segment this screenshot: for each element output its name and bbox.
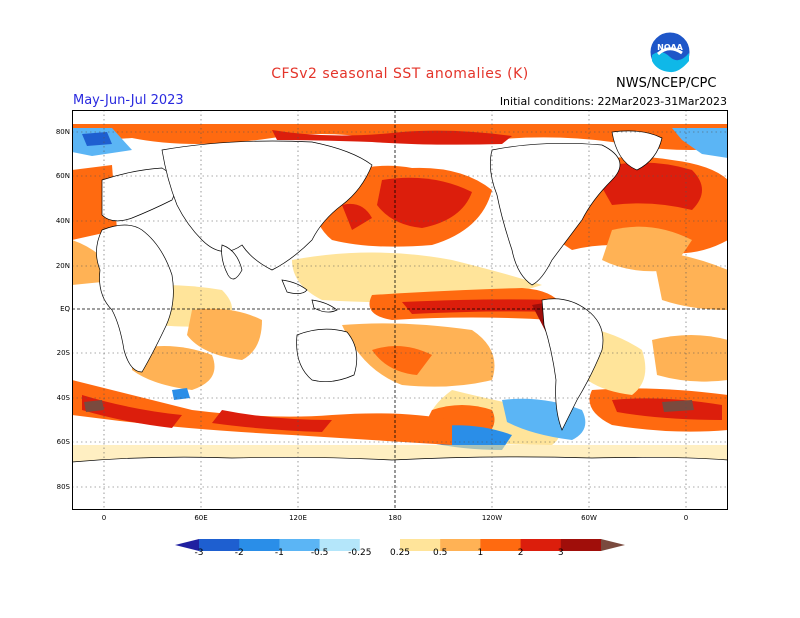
lat-label-20s: 20S: [56, 349, 70, 357]
colorbar-arrow-high: [601, 539, 625, 551]
lon-label-0: 0: [101, 514, 107, 522]
colorbar-tick-label: -2: [234, 548, 244, 558]
lat-label-eq: EQ: [60, 305, 70, 313]
lat-label-40n: 40N: [55, 217, 70, 225]
colorbar: [175, 536, 625, 551]
lat-label-20n: 20N: [55, 262, 70, 270]
colorbar-segment: [239, 539, 280, 551]
lon-label-60e: 60E: [194, 514, 208, 522]
lon-label-60w: 60W: [581, 514, 597, 522]
season-label: May-Jun-Jul 2023: [73, 93, 184, 108]
colorbar-tick-label: -3: [194, 548, 204, 558]
colorbar-segment: [319, 539, 361, 551]
colorbar-tick-label: 1: [477, 548, 484, 558]
colorbar-tick-label: 2: [517, 548, 524, 558]
agency-label: NWS/NCEP/CPC: [616, 76, 717, 91]
noaa-logo: NOAA: [649, 31, 691, 73]
lat-label-40s: 40S: [56, 394, 70, 402]
colorbar-tick-label: -0.5: [310, 548, 329, 558]
anomaly-field: [72, 124, 728, 462]
map-frame: [72, 110, 728, 510]
grid-lines: [72, 110, 728, 510]
colorbar-tick-label: 0.25: [389, 548, 411, 558]
lon-label-0-east: 0: [683, 514, 689, 522]
svg-text:NOAA: NOAA: [657, 43, 683, 52]
colorbar-arrow-low: [175, 539, 199, 551]
lon-label-120w: 120W: [481, 514, 503, 522]
lat-label-80s: 80S: [56, 483, 70, 491]
colorbar-segment: [359, 539, 401, 551]
lat-label-60n: 60N: [55, 172, 70, 180]
map-title: CFSv2 seasonal SST anomalies (K): [271, 66, 529, 82]
colorbar-segment: [520, 539, 562, 551]
equator-dateline: [72, 110, 728, 510]
colorbar-svg: [175, 539, 625, 551]
initial-conditions-label: Initial conditions: 22Mar2023-31Mar2023: [499, 95, 727, 108]
lat-label-60s: 60S: [56, 438, 70, 446]
colorbar-segment: [440, 539, 481, 551]
colorbar-tick-label: 0.5: [433, 548, 448, 558]
colorbar-segment: [480, 539, 522, 551]
land-masses: [72, 130, 728, 510]
colorbar-segment: [400, 539, 441, 551]
colorbar-tick-label: 3: [557, 548, 564, 558]
colorbar-tick-label: -1: [274, 548, 284, 558]
lon-label-120e: 120E: [289, 514, 307, 522]
colorbar-segment: [199, 539, 240, 551]
lon-label-180: 180: [388, 514, 402, 522]
colorbar-segment: [560, 539, 602, 551]
map-canvas: [72, 110, 728, 510]
colorbar-tick-label: -0.25: [348, 548, 372, 558]
colorbar-segment: [279, 539, 321, 551]
sst-anomaly-map: [72, 110, 728, 510]
lat-label-80n: 80N: [55, 128, 70, 136]
